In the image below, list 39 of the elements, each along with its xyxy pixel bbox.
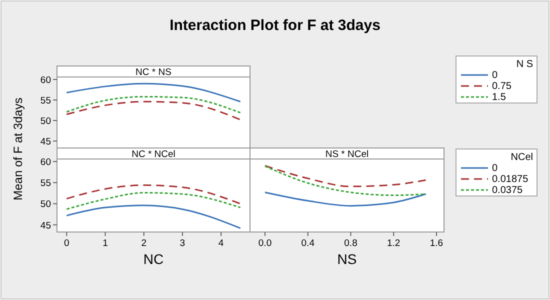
line-series bbox=[66, 192, 242, 210]
legend-title: NCel bbox=[510, 152, 533, 163]
y-tick-label: 55 bbox=[40, 95, 51, 106]
x-tick-label: 1.6 bbox=[430, 238, 444, 249]
legend-label: 0 bbox=[492, 70, 498, 81]
x-axis-title: NS bbox=[337, 251, 357, 267]
x-tick-label: 0 bbox=[64, 238, 70, 249]
y-tick-label: 45 bbox=[40, 136, 51, 148]
y-tick-label: 45 bbox=[40, 220, 51, 232]
x-tick-label: 0.0 bbox=[258, 238, 272, 249]
legend-label: 0.01875 bbox=[492, 174, 529, 185]
chart-subtitle: NC * NS bbox=[136, 67, 172, 78]
legend-label: 0.75 bbox=[492, 81, 512, 92]
legend-label: 0.0375 bbox=[492, 185, 524, 196]
legend-title: N S bbox=[516, 59, 534, 70]
chart-subtitle: NC * NCel bbox=[132, 149, 176, 160]
x-tick-label: 3 bbox=[180, 238, 186, 249]
legend-label: 0 bbox=[492, 163, 498, 174]
x-axis-title: NC bbox=[143, 251, 164, 267]
line-series bbox=[66, 204, 242, 229]
y-tick-label: 55 bbox=[40, 178, 51, 190]
chart-subtitle: NS * NCel bbox=[325, 149, 369, 160]
x-tick-label: 2 bbox=[141, 238, 146, 249]
line-series bbox=[66, 96, 242, 114]
line-series bbox=[66, 184, 242, 204]
x-tick-label: 1 bbox=[102, 238, 108, 249]
y-axis-title: Mean of F at 3days bbox=[11, 98, 25, 200]
x-tick-label: 0.8 bbox=[344, 238, 358, 249]
line-series bbox=[66, 82, 242, 102]
y-tick-label: 50 bbox=[40, 116, 51, 128]
chart-title: Interaction Plot for F at 3days bbox=[170, 17, 380, 34]
x-tick-label: 4 bbox=[218, 238, 224, 249]
y-tick-label: 60 bbox=[40, 74, 51, 86]
y-tick-label: 60 bbox=[40, 157, 51, 168]
x-tick-label: 1.2 bbox=[387, 238, 400, 249]
y-tick-label: 50 bbox=[40, 199, 51, 210]
legend-label: 1.5 bbox=[492, 92, 506, 103]
x-tick-label: 0.4 bbox=[301, 238, 314, 249]
line-series bbox=[66, 100, 242, 120]
